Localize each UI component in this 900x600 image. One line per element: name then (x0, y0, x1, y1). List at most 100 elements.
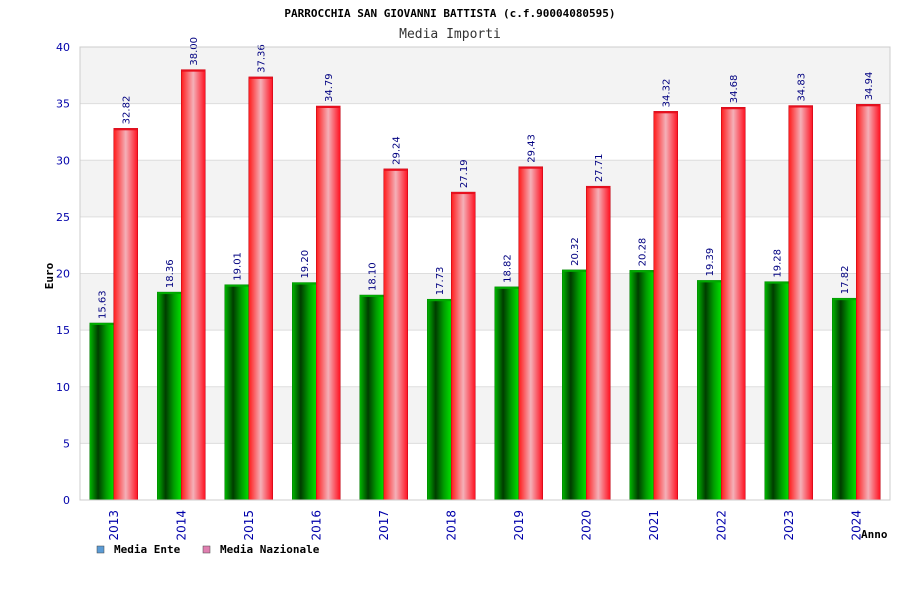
x-tick-label-2024: 2024 (849, 510, 863, 541)
legend-swatch-media-ente (96, 545, 105, 554)
bar-top-media-nazionale-2019 (518, 166, 543, 169)
data-label-media-nazionale-2017: 29.24 (392, 136, 403, 165)
data-label-media-ente-2017: 18.10 (368, 262, 379, 291)
bar-media-nazionale-2024 (856, 104, 881, 501)
bar-top-media-nazionale-2014 (181, 69, 206, 72)
grid-band (80, 443, 890, 500)
data-label-media-ente-2015: 19.01 (233, 252, 244, 281)
data-label-media-nazionale-2020: 27.71 (594, 154, 605, 183)
bar-media-nazionale-2021 (653, 111, 678, 501)
bar-media-ente-2022 (697, 280, 722, 501)
x-tick-label-2022: 2022 (714, 510, 728, 541)
legend-label-media-nazionale: Media Nazionale (220, 543, 320, 556)
data-label-media-nazionale-2021: 34.32 (662, 79, 673, 108)
data-label-media-ente-2013: 15.63 (98, 290, 109, 319)
data-label-media-nazionale-2023: 34.83 (797, 73, 808, 102)
x-tick-label-2018: 2018 (444, 510, 458, 541)
data-label-media-nazionale-2013: 32.82 (122, 96, 133, 125)
grid-band (80, 330, 890, 387)
data-label-media-nazionale-2022: 34.68 (729, 75, 740, 104)
x-tick-label-2013: 2013 (107, 510, 121, 541)
data-label-media-nazionale-2016: 34.79 (324, 73, 335, 102)
x-tick-label-2015: 2015 (242, 510, 256, 541)
bar-media-nazionale-2016 (316, 105, 341, 501)
bar-top-media-nazionale-2016 (316, 106, 341, 109)
data-label-media-ente-2024: 17.82 (840, 266, 851, 295)
legend-label-media-ente: Media Ente (114, 543, 181, 556)
legend-item-media-nazionale: Media Nazionale (202, 543, 320, 556)
chart-title: PARROCCHIA SAN GIOVANNI BATTISTA (c.f.90… (284, 7, 615, 20)
data-label-media-nazionale-2019: 29.43 (527, 134, 538, 163)
y-tick-label: 25 (56, 211, 70, 224)
x-tick-label-2014: 2014 (174, 510, 188, 541)
data-labels: 15.63 32.82 18.36 38.00 19.01 37.36 19.20 34.79… (98, 37, 876, 319)
bar-media-nazionale-2014 (181, 69, 206, 501)
y-tick-label: 20 (56, 268, 70, 281)
bar-top-media-ente-2018 (427, 299, 452, 302)
legend: Media Ente Media Nazionale (96, 543, 320, 556)
x-tick-label-2017: 2017 (377, 510, 391, 541)
y-tick-label: 5 (63, 437, 70, 450)
data-label-media-ente-2022: 19.39 (705, 248, 716, 277)
grid-band (80, 160, 890, 217)
bar-media-nazionale-2015 (248, 76, 273, 501)
bar-media-nazionale-2022 (721, 106, 746, 501)
bar-top-media-nazionale-2015 (248, 76, 273, 79)
bar-media-ente-2019 (494, 286, 519, 501)
bar-media-ente-2017 (359, 294, 384, 501)
bar-top-media-nazionale-2024 (856, 104, 881, 107)
bar-top-media-nazionale-2013 (113, 128, 138, 131)
data-label-media-nazionale-2015: 37.36 (257, 44, 268, 73)
x-tick-label-2020: 2020 (579, 510, 593, 541)
grid-band (80, 216, 890, 274)
bar-top-media-ente-2013 (89, 322, 114, 325)
bar-media-ente-2018 (427, 298, 452, 501)
bar-top-media-ente-2017 (359, 295, 384, 298)
bar-top-media-ente-2022 (697, 280, 722, 283)
bar-top-media-nazionale-2021 (653, 111, 678, 114)
legend-item-media-ente: Media Ente (96, 543, 181, 556)
bar-top-media-ente-2024 (832, 298, 857, 301)
bar-media-ente-2024 (832, 297, 857, 501)
y-tick-label: 35 (56, 98, 70, 111)
x-axis-label: Anno (861, 528, 888, 541)
bar-media-ente-2021 (629, 270, 654, 501)
bar-media-ente-2023 (764, 281, 789, 501)
data-label-media-ente-2014: 18.36 (165, 259, 176, 288)
data-label-media-ente-2016: 19.20 (300, 250, 311, 279)
bar-top-media-nazionale-2018 (451, 192, 476, 195)
data-label-media-ente-2023: 19.28 (773, 249, 784, 278)
bar-media-nazionale-2013 (113, 128, 138, 501)
data-label-media-ente-2018: 17.73 (435, 267, 446, 296)
data-label-media-nazionale-2024: 34.94 (864, 72, 875, 101)
x-tick-label-2021: 2021 (647, 510, 661, 541)
bar-top-media-ente-2016 (292, 282, 317, 285)
x-tick-label-2016: 2016 (309, 510, 323, 541)
bar-top-media-nazionale-2020 (586, 186, 611, 189)
y-axis-label: Euro (43, 262, 56, 289)
bar-top-media-ente-2023 (764, 281, 789, 284)
bars (89, 69, 881, 501)
bar-top-media-ente-2020 (562, 269, 587, 272)
data-label-media-ente-2021: 20.28 (638, 238, 649, 267)
x-axis-ticks: 2013 2014 2015 2016 2017 2018 2019 2020 2021 2022… (107, 510, 864, 541)
x-tick-label-2019: 2019 (512, 510, 526, 541)
grid-band (80, 273, 890, 331)
grid-band (80, 103, 890, 161)
bar-media-nazionale-2020 (586, 185, 611, 501)
bar-media-ente-2013 (89, 322, 114, 501)
bar-media-ente-2016 (292, 282, 317, 501)
chart-subtitle: Media Importi (399, 27, 501, 42)
bar-top-media-nazionale-2017 (383, 168, 408, 171)
bar-media-ente-2020 (562, 269, 587, 501)
grid-band (80, 386, 890, 444)
bar-media-ente-2015 (224, 284, 249, 501)
bar-top-media-nazionale-2023 (788, 105, 813, 108)
grid-band (80, 47, 890, 104)
bar-top-media-ente-2021 (629, 270, 654, 273)
data-label-media-ente-2019: 18.82 (503, 254, 514, 283)
y-tick-label: 10 (56, 381, 70, 394)
bar-media-nazionale-2019 (518, 166, 543, 501)
x-tick-label-2023: 2023 (782, 510, 796, 541)
